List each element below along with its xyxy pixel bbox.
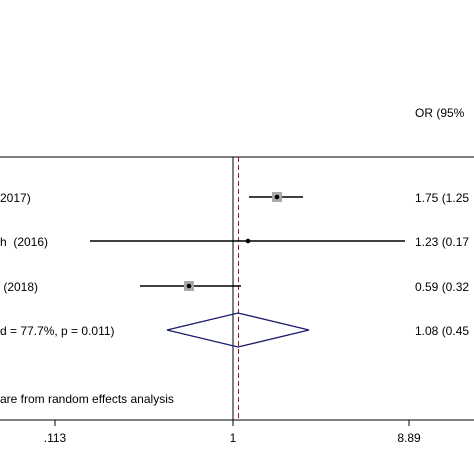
x-tick-1: .113	[44, 420, 67, 445]
point-estimate	[245, 238, 251, 244]
x-tick-2: 1	[230, 420, 237, 445]
or-ci-text: 0.59 (0.32	[415, 280, 469, 294]
study-row-3: (2018) 0.59 (0.32	[0, 280, 469, 294]
tick-label: 8.89	[397, 431, 421, 445]
study-row-1: 2017) 1.75 (1.25	[0, 191, 469, 205]
tick-label: 1	[230, 431, 237, 445]
point-estimate	[186, 283, 192, 289]
x-tick-3: 8.89	[397, 420, 421, 445]
overall-row: d = 77.7%, p = 0.011) 1.08 (0.45	[0, 312, 469, 348]
or-ci-text: 1.75 (1.25	[415, 191, 469, 205]
study-label: h (2016)	[0, 235, 48, 249]
footnote: are from random effects analysis	[0, 392, 174, 406]
overall-or-ci-text: 1.08 (0.45	[415, 324, 469, 338]
overall-label: d = 77.7%, p = 0.011)	[0, 324, 115, 338]
study-row-2: h (2016) 1.23 (0.17	[0, 235, 469, 249]
point-estimate	[274, 194, 280, 200]
overall-diamond	[166, 312, 310, 348]
or-column-header: OR (95%	[415, 106, 465, 120]
study-label: 2017)	[0, 191, 31, 205]
study-label: (2018)	[0, 280, 38, 294]
tick-label: .113	[44, 431, 67, 445]
or-ci-text: 1.23 (0.17	[415, 235, 469, 249]
